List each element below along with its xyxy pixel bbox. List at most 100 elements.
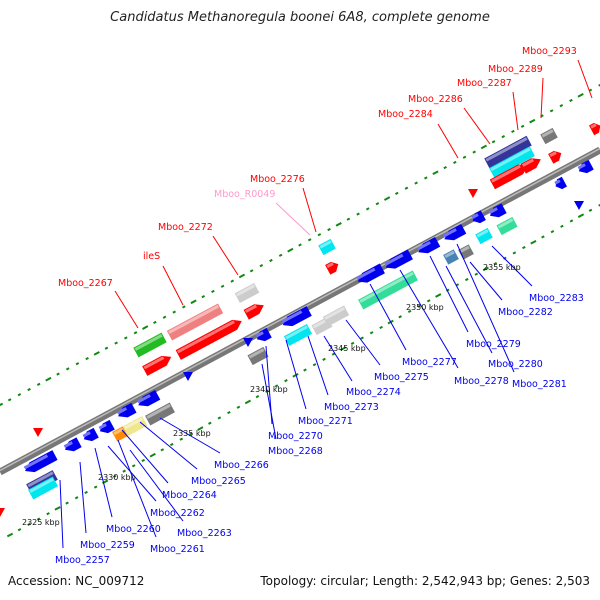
lower-row-tick: [54, 506, 61, 511]
gene-2285-feature-shine: [488, 207, 498, 214]
upper-row-tick: [432, 170, 439, 176]
gene-2257-feature-shine: [23, 454, 49, 470]
upper-row-tick: [298, 243, 302, 247]
lower-row-tick: [312, 363, 317, 367]
gene-features: [0, 122, 600, 517]
lower-row-tick: [435, 293, 442, 298]
top-label-connector: [463, 107, 491, 145]
lower-row-tick: [522, 245, 526, 250]
bottom-label-connector: [121, 429, 169, 484]
gene-2261-feature-shine: [98, 423, 107, 430]
bottom-label-connector: [323, 335, 353, 382]
gene-2287-feature-body: [489, 164, 528, 190]
gene-2293-feature-body: [588, 122, 600, 136]
upper-row-tick: [269, 258, 273, 263]
bottom-label-connector: [469, 261, 503, 301]
gene-2257-feature: [23, 450, 58, 473]
lower-row-tick: [303, 368, 307, 372]
lower-row-tick: [550, 230, 555, 234]
bottom-label-connector: [369, 283, 407, 351]
top-gene-label: Mboo_2287: [457, 78, 512, 89]
bottom-gene-label: Mboo_2270: [268, 431, 323, 442]
gene-2278-feature-shine: [384, 253, 404, 266]
gene-2271-feature: [281, 306, 312, 327]
upper-row-tick: [404, 186, 409, 190]
gene-2290-feature-shine: [549, 151, 557, 158]
gene-2270-feature-body: [256, 327, 272, 342]
gene-2271-feature-shine: [281, 310, 303, 324]
top-label-connector: [162, 265, 184, 306]
lower-row-tick: [149, 452, 156, 458]
lower-row-tick: [588, 208, 593, 212]
gene-2285-feature-body: [489, 203, 507, 218]
gene-2272b-feature: [243, 304, 264, 320]
upper-row-tick: [114, 341, 118, 345]
lower-row-tick: [398, 315, 402, 319]
gene-2260-feature: [82, 427, 99, 442]
map-title: Candidatus Methanoregula boonei 6A8, com…: [110, 10, 490, 25]
lower-row-tick: [530, 239, 537, 245]
gene-2277-feature-body: [357, 263, 385, 283]
small-red-feature-1: [33, 428, 43, 437]
gene-2293-feature-shine: [590, 123, 597, 129]
gene-2278-feature: [384, 249, 413, 269]
bottom-gene-label: Mboo_2274: [346, 387, 401, 398]
lower-row-tick: [445, 288, 450, 292]
upper-row-tick: [259, 264, 264, 268]
upper-row-tick: [93, 351, 100, 356]
top-label-connector: [512, 91, 519, 131]
gene-2283-feature-shine: [476, 229, 489, 238]
top-gene-label: Mboo_2276: [250, 174, 305, 185]
gene-2276-feature: [318, 238, 336, 256]
gene-2267-feature: [133, 332, 167, 358]
upper-row-tick: [124, 336, 128, 340]
gene-2288-feature: [520, 158, 541, 174]
gene-2293-feature: [588, 122, 600, 136]
upper-row-tick: [394, 191, 399, 195]
gene-2259-feature-shine: [63, 441, 73, 448]
upper-row-tick: [472, 150, 476, 154]
lower-row-tick: [65, 501, 69, 505]
bottom-label-connector: [307, 335, 329, 396]
kbp-label: 2325 kbp: [22, 518, 60, 527]
gene-2271-feature-body: [282, 306, 312, 327]
bottom-label-connector: [265, 345, 273, 425]
bottom-gene-label: Mboo_2268: [268, 446, 323, 457]
lower-row-tick: [112, 474, 117, 479]
gene-2264b-feature-shine: [113, 427, 124, 436]
lower-row-tick: [426, 299, 431, 303]
gene-2292-feature-body: [578, 159, 594, 174]
bottom-label-connector: [285, 339, 307, 410]
upper-row-tick: [529, 118, 536, 124]
upper-row-tick: [327, 227, 331, 232]
bottom-gene-label: Mboo_2264: [162, 490, 217, 501]
top-gene-label: Mboo_2272: [158, 222, 213, 233]
gene-2277-feature-shine: [356, 267, 376, 280]
upper-row-tick: [491, 140, 496, 144]
lower-row-tick: [160, 448, 165, 452]
gene-2279-feature-shine: [359, 271, 414, 303]
upper-row-tick: [104, 346, 109, 350]
lower-row-tick: [339, 346, 347, 352]
upper-row-tick: [65, 367, 70, 371]
upper-row-tick: [511, 129, 515, 134]
kbp-label: 2350 kbp: [406, 303, 444, 312]
upper-row-tick: [443, 165, 447, 170]
upper-row-tick: [190, 299, 197, 305]
lower-row-tick: [244, 399, 252, 405]
lower-row-tick: [284, 379, 288, 383]
top-label-connector: [437, 123, 459, 159]
gene-2284b-feature: [471, 210, 486, 224]
accession-text: Accession: NC_009712: [8, 574, 145, 588]
label-connectors: [59, 59, 593, 549]
bottom-gene-label: Mboo_2279: [466, 339, 521, 350]
bottom-label-connector: [429, 255, 469, 333]
lower-row-tick: [379, 325, 383, 330]
bottom-gene-label: Mboo_2283: [529, 293, 584, 304]
upper-row-tick: [335, 222, 342, 227]
lower-row-tick: [6, 532, 14, 538]
gene-2265-feature: [145, 402, 175, 426]
bottom-gene-label: Mboo_2278: [454, 376, 509, 387]
gene-2258b-feature-shine: [29, 477, 54, 493]
bottom-gene-label: Mboo_2271: [298, 416, 353, 427]
